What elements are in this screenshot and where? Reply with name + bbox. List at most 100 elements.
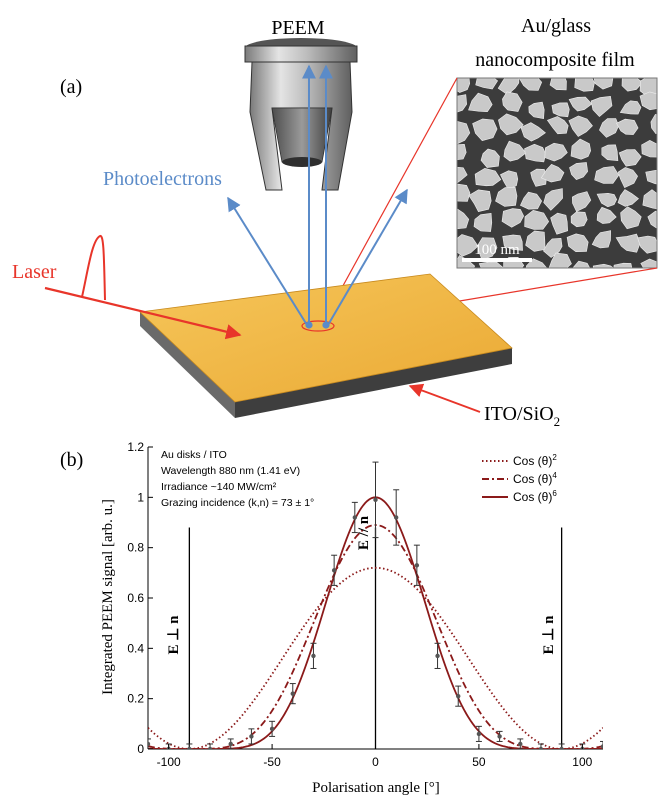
data-point — [558, 743, 565, 749]
peem-label: PEEM — [271, 17, 325, 39]
gold-island — [498, 113, 524, 136]
gold-island — [571, 191, 592, 212]
marker — [414, 563, 420, 568]
gold-island — [619, 100, 642, 115]
gold-island — [570, 211, 588, 228]
x-tick-label: -50 — [263, 755, 281, 769]
gold-island — [641, 139, 657, 158]
gold-island — [457, 94, 468, 113]
gold-island — [645, 170, 657, 185]
y-tick-label: 1 — [137, 490, 144, 504]
x-tick-label: 0 — [372, 755, 379, 769]
marker — [538, 746, 544, 749]
gold-island — [546, 116, 569, 135]
gold-island — [615, 233, 641, 253]
gold-island — [551, 102, 570, 118]
panel-a-label: (a) — [60, 76, 82, 98]
legend-entry-cos4: Cos (θ)4 — [513, 471, 557, 486]
info-line: Irradiance ~140 MW/cm² — [161, 481, 277, 493]
gold-island — [573, 260, 591, 268]
data-point — [351, 501, 358, 534]
gold-island — [530, 168, 547, 187]
marker — [187, 746, 192, 749]
gold-island — [474, 167, 502, 187]
gold-island — [502, 234, 523, 251]
data-point — [227, 738, 234, 749]
illuminated-spot — [301, 320, 335, 332]
gold-island — [599, 118, 620, 138]
gold-island — [473, 212, 493, 232]
orientation-lines — [188, 527, 563, 749]
data-point — [186, 743, 193, 749]
gold-island — [596, 192, 618, 208]
marker — [600, 744, 603, 749]
gold-island — [525, 230, 546, 252]
gold-island — [637, 235, 657, 254]
marker — [559, 746, 564, 749]
y-tick-label: 0.8 — [127, 541, 144, 555]
gold-island — [468, 92, 493, 113]
ticks: -100 -50 0 50 100 0 0.2 0.4 0.6 0.8 1 1.2 — [127, 440, 592, 769]
legend: Cos (θ)2 Cos (θ)4 Cos (θ)6 — [482, 453, 557, 504]
gold-island — [617, 189, 639, 207]
gold-island — [596, 206, 617, 224]
gold-island — [502, 91, 523, 112]
gold-island — [640, 258, 657, 268]
marker — [249, 734, 254, 739]
marker — [290, 691, 295, 696]
gold-island — [616, 118, 639, 135]
gold-island — [647, 210, 657, 229]
data-point — [269, 720, 276, 737]
gold-island — [495, 186, 518, 207]
x-tick-label: 100 — [572, 755, 592, 769]
gold-island — [457, 183, 471, 202]
marker — [456, 693, 461, 699]
gold-island — [620, 206, 642, 230]
gold-island — [613, 262, 633, 268]
marker — [228, 741, 233, 747]
gold-island — [566, 233, 589, 253]
film-label-line1: Au/glass — [521, 15, 591, 37]
gold-island — [590, 95, 613, 118]
y-tick-label: 1.2 — [127, 440, 144, 454]
nanocomposite-micrograph: 100 nm — [457, 78, 657, 268]
data-point — [331, 554, 338, 586]
gold-island — [520, 122, 546, 142]
gold-island — [518, 78, 543, 91]
data-point — [496, 730, 503, 742]
gold-island — [568, 115, 593, 137]
data-point — [248, 728, 255, 745]
gold-island — [591, 230, 612, 249]
gold-island — [574, 78, 595, 92]
marker — [311, 653, 316, 659]
gold-island — [497, 78, 520, 96]
gold-island — [543, 188, 563, 211]
marker — [476, 731, 482, 737]
gold-island — [468, 189, 492, 213]
marker — [373, 497, 378, 503]
measurements — [148, 461, 603, 749]
gold-island — [594, 166, 620, 184]
sample-slab — [139, 273, 513, 418]
marker — [331, 568, 337, 573]
y-tick-label: 0 — [137, 742, 144, 756]
curve-cos2 — [148, 566, 603, 749]
laser-label: Laser — [12, 261, 57, 283]
gold-island — [549, 78, 567, 91]
substrate-pointer — [408, 383, 481, 413]
gold-island — [457, 208, 470, 230]
gold-island — [477, 237, 498, 261]
data-point — [393, 489, 400, 546]
orientation-label-left: E ⊥ n — [166, 615, 182, 655]
data-point — [475, 725, 482, 742]
gold-island — [548, 252, 572, 268]
marker — [435, 653, 440, 659]
photoelectron-arrows — [227, 64, 408, 329]
panel-b-label: (b) — [60, 449, 83, 471]
gold-island — [472, 118, 498, 142]
gold-island — [569, 162, 589, 180]
info-line: Wavelength 880 nm (1.41 eV) — [161, 465, 300, 477]
y-axis-label: Integrated PEEM signal [arb. u.] — [100, 499, 116, 695]
marker — [393, 515, 399, 520]
y-tick-label: 0.2 — [127, 692, 144, 706]
